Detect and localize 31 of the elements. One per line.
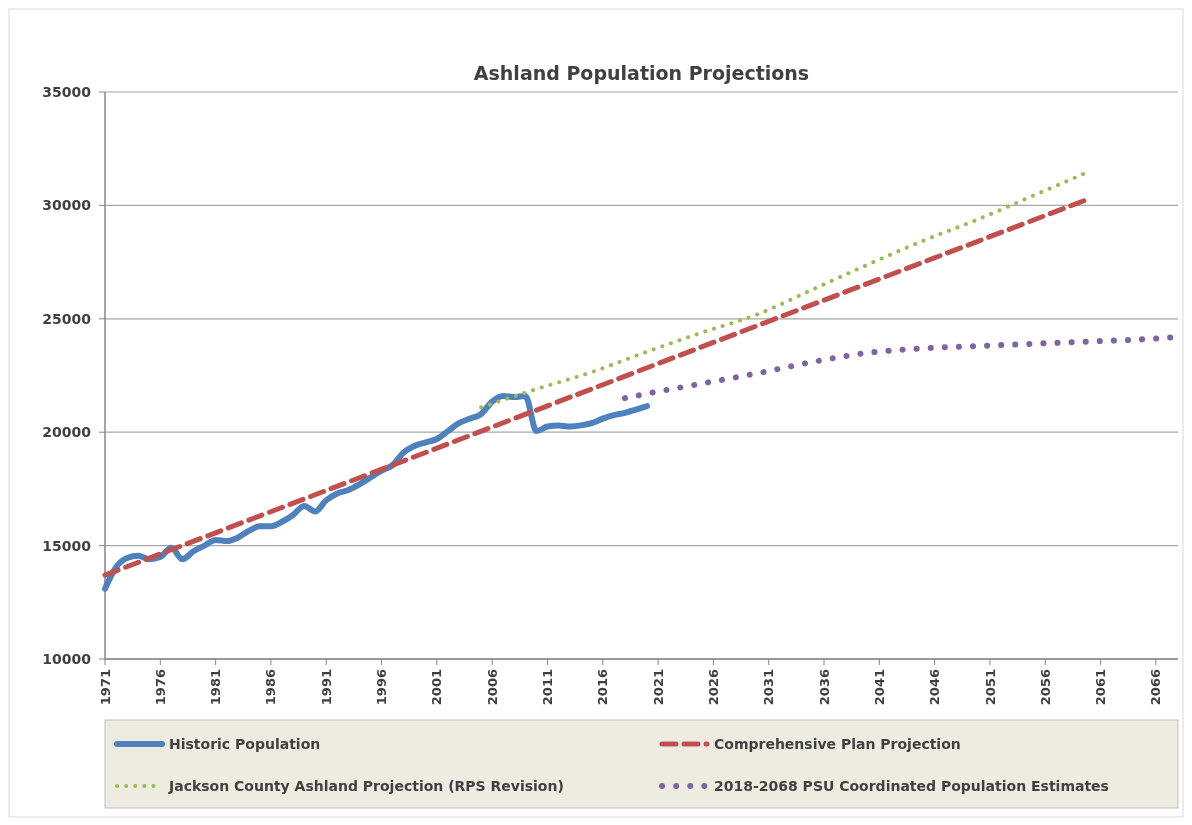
x-tick-label: 2016 (595, 669, 611, 706)
x-tick-label: 2041 (871, 669, 887, 706)
x-tick-label: 2021 (650, 669, 666, 706)
y-tick-label: 15000 (42, 537, 92, 554)
legend-label: 2018-2068 PSU Coordinated Population Estimates (714, 777, 1109, 794)
x-tick-label: 2001 (429, 669, 445, 706)
x-tick-label: 1986 (263, 669, 279, 706)
legend-label: Comprehensive Plan Projection (714, 735, 961, 752)
x-tick-label: 2066 (1148, 669, 1164, 706)
x-tick-label: 2046 (927, 669, 943, 706)
x-tick-label: 2061 (1093, 669, 1109, 706)
legend-label: Historic Population (169, 735, 321, 752)
y-tick-label: 25000 (42, 310, 92, 327)
x-tick-label: 1976 (152, 669, 168, 706)
x-tick-label: 1996 (374, 669, 390, 706)
y-tick-label: 35000 (42, 83, 92, 100)
x-tick-label: 2036 (816, 669, 832, 706)
x-tick-label: 2026 (705, 669, 721, 706)
x-tick-label: 1971 (97, 669, 113, 706)
y-tick-label: 10000 (42, 650, 92, 667)
x-tick-label: 2006 (484, 669, 500, 706)
y-tick-label: 30000 (42, 197, 92, 214)
x-tick-label: 1991 (318, 669, 334, 706)
y-tick-label: 20000 (42, 424, 92, 441)
x-tick-label: 2056 (1037, 669, 1053, 706)
x-tick-label: 1981 (208, 669, 224, 706)
x-tick-label: 2051 (982, 669, 998, 706)
x-tick-label: 2031 (761, 669, 777, 706)
legend-label: Jackson County Ashland Projection (RPS Revision) (168, 777, 564, 794)
x-tick-label: 2011 (540, 669, 556, 706)
chart-title: Ashland Population Projections (473, 62, 810, 84)
